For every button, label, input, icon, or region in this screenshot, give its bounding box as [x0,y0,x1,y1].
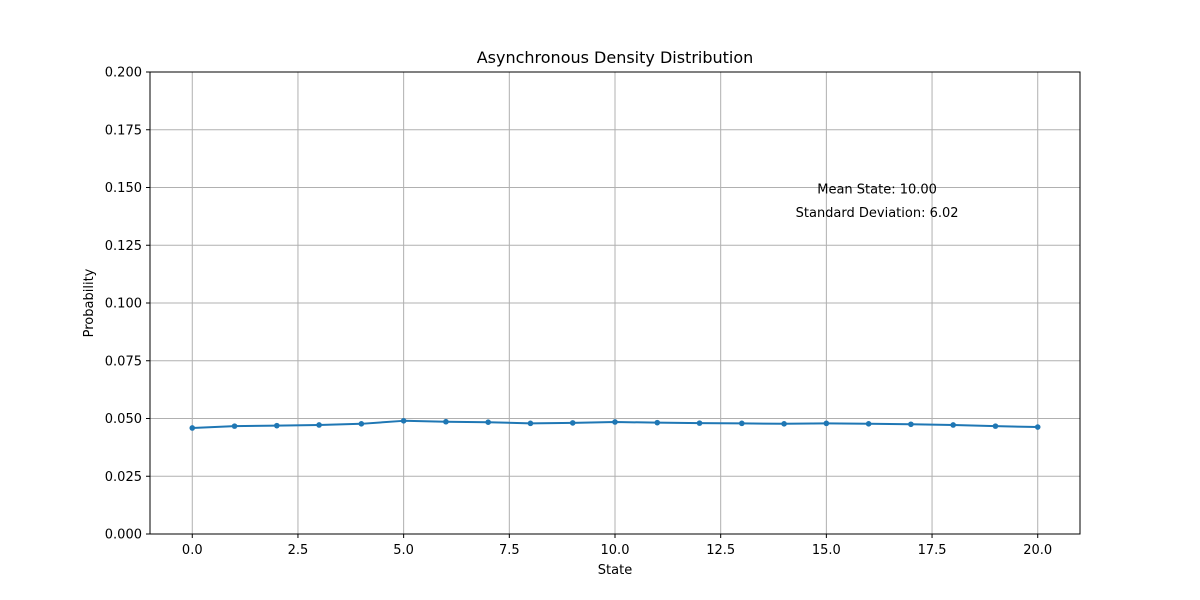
x-tick-label: 10.0 [601,543,630,558]
data-point [569,420,576,426]
y-axis-label: Probability [82,268,97,337]
axis-ticks: 0.0 2.5 5.0 7.5 10.0 12.5 15.0 17.5 20.0 0.000 0.0… [105,66,1052,559]
y-tick-label: 0.075 [105,354,142,369]
data-point [316,422,322,428]
chart-title: Asynchronous Density Distribution [477,48,754,67]
y-tick-label: 0.025 [105,470,142,485]
annotation-text: Standard Deviation: 6.02 [796,206,959,221]
data-point [739,420,745,427]
data-point [527,420,534,427]
data-point [1034,424,1041,430]
y-tick-label: 0.175 [105,123,142,138]
y-tick-label: 0.150 [105,181,142,196]
y-tick-label: 0.050 [105,412,142,427]
annotation-text: Mean State: 10.00 [817,182,937,197]
x-axis-label: State [598,563,632,578]
data-point [274,422,280,429]
data-point [654,419,661,426]
data-point [485,419,491,425]
series-layer [189,418,1041,431]
annotations: Mean State: 10.00 Standard Deviation: 6.0… [796,182,959,221]
data-point [950,422,956,428]
data-point [781,421,787,427]
x-tick-label: 7.5 [499,543,520,558]
x-tick-label: 20.0 [1023,543,1052,558]
data-point [443,418,449,425]
data-point [400,418,407,424]
data-point [908,421,914,428]
data-point [696,420,703,426]
y-tick-label: 0.000 [105,528,142,543]
data-point [189,425,196,431]
data-point [231,423,238,429]
data-point [823,420,830,427]
y-tick-label: 0.100 [105,297,142,312]
y-tick-label: 0.200 [105,66,142,81]
x-tick-label: 15.0 [812,543,841,558]
x-tick-label: 12.5 [706,543,735,558]
y-tick-label: 0.125 [105,239,142,254]
data-point [992,423,999,429]
x-tick-label: 17.5 [918,543,947,558]
x-tick-label: 0.0 [182,543,203,558]
data-point [612,419,618,425]
data-point [865,421,872,427]
data-point [358,421,365,427]
x-tick-label: 2.5 [288,543,309,558]
x-tick-label: 5.0 [393,543,414,558]
